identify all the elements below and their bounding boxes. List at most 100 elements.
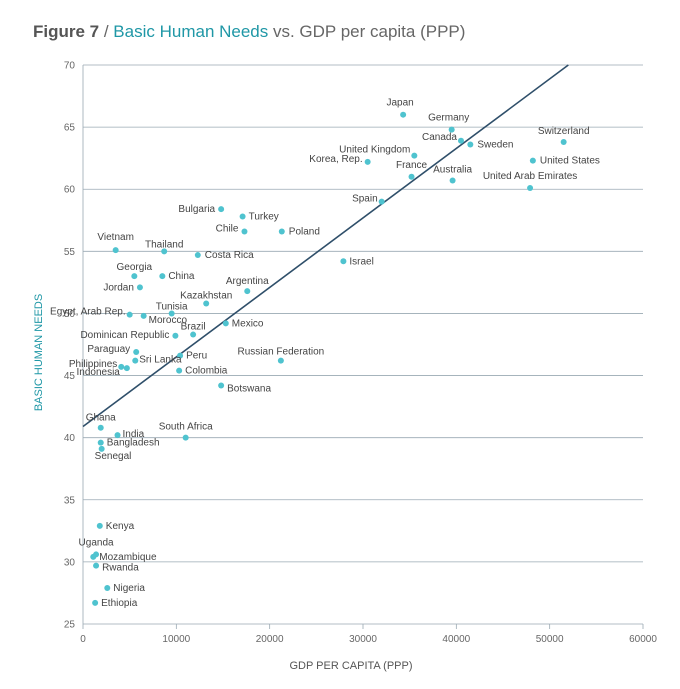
data-point-label: Vietnam <box>97 232 134 243</box>
data-point-label: Bulgaria <box>178 204 215 215</box>
data-point-label: Jordan <box>103 282 134 293</box>
y-tick-label: 35 <box>64 495 76 506</box>
data-point-label: Argentina <box>226 276 269 287</box>
data-point-label: China <box>168 271 195 282</box>
y-tick-label: 50 <box>64 309 76 320</box>
data-point <box>244 288 251 295</box>
data-point-label: Kazakhstan <box>180 291 232 302</box>
data-point <box>364 158 371 165</box>
data-point <box>340 258 347 265</box>
data-point <box>527 184 534 191</box>
data-point-label: Poland <box>289 226 320 237</box>
data-point <box>131 273 138 280</box>
data-point <box>123 365 130 372</box>
data-point-label: Russian Federation <box>238 347 325 358</box>
data-point-label: Chile <box>216 223 239 234</box>
data-point-label: Tunisia <box>156 301 188 312</box>
data-point <box>96 522 103 529</box>
x-tick-label: 60000 <box>629 634 657 645</box>
data-point <box>400 111 407 118</box>
data-point <box>133 348 140 355</box>
y-tick-label: 70 <box>64 61 76 72</box>
data-point-label: Turkey <box>249 212 279 223</box>
data-point <box>114 432 121 439</box>
data-point-label: Peru <box>186 351 207 362</box>
data-point <box>408 173 415 180</box>
data-point-label: Egypt, Arab Rep. <box>50 307 126 318</box>
data-point-label: Kenya <box>106 521 135 532</box>
data-point <box>448 126 455 133</box>
data-point <box>112 247 119 254</box>
data-point-label: Colombia <box>185 366 228 377</box>
x-tick-label: 20000 <box>256 634 284 645</box>
x-tick-label: 30000 <box>349 634 377 645</box>
title-rest: vs. GDP per capita (PPP) <box>268 22 466 41</box>
axis-ticks: 25 30 35 40 45 50 55 60 65 70 0 10000 20000 30000 4000… <box>64 61 657 646</box>
title-separator: / <box>99 22 114 41</box>
data-point <box>411 152 418 159</box>
data-point <box>98 445 105 452</box>
data-point <box>182 434 189 441</box>
data-point-label: Dominican Republic <box>80 330 169 341</box>
data-point <box>241 228 248 235</box>
data-point <box>159 273 166 280</box>
data-point-label: India <box>123 429 145 440</box>
x-tick-label: 50000 <box>536 634 564 645</box>
y-tick-label: 55 <box>64 247 76 258</box>
data-point <box>177 352 184 359</box>
data-point-label: South Africa <box>159 422 213 433</box>
data-point-label: Senegal <box>95 451 132 462</box>
data-point-label: Spain <box>352 194 378 205</box>
y-tick-label: 25 <box>64 620 76 631</box>
data-point <box>161 248 168 255</box>
data-point <box>277 357 284 364</box>
data-point <box>132 357 139 364</box>
data-point-label: United Arab Emirates <box>483 171 578 182</box>
data-point <box>97 439 104 446</box>
y-tick-label: 30 <box>64 557 76 568</box>
data-point-label: Nigeria <box>113 583 145 594</box>
data-point-label: Brazil <box>181 322 206 333</box>
x-tick-label: 40000 <box>442 634 470 645</box>
figure-title: Figure 7 / Basic Human Needs vs. GDP per… <box>33 22 465 42</box>
data-point-label: Japan <box>387 98 414 109</box>
data-point <box>92 599 99 606</box>
data-point <box>458 137 464 144</box>
data-point-label: Philippines <box>69 359 117 370</box>
data-point <box>190 331 197 338</box>
x-tick-label: 0 <box>80 634 86 645</box>
y-tick-label: 65 <box>64 123 76 134</box>
data-point-label: Paraguay <box>87 344 130 355</box>
data-point-label: Sri Lanka <box>139 355 182 366</box>
trend-line <box>82 64 569 428</box>
data-point <box>222 320 229 327</box>
data-point-label: France <box>396 160 428 171</box>
data-point-label: Israel <box>349 256 373 267</box>
data-point-label: Canada <box>422 132 457 143</box>
data-point-label: Indonesia <box>76 367 120 378</box>
data-point <box>172 332 179 339</box>
data-point <box>90 553 97 560</box>
data-point-label: Bangladesh <box>107 438 160 449</box>
data-point <box>136 284 143 291</box>
data-point-label: Thailand <box>145 239 183 250</box>
data-point-label: Rwanda <box>102 563 139 574</box>
data-point <box>449 177 456 184</box>
data-point <box>168 310 175 317</box>
title-main: Basic Human Needs <box>113 22 269 41</box>
data-point <box>118 363 125 370</box>
data-point-label: Botswana <box>227 383 271 394</box>
data-point <box>93 562 100 569</box>
data-point-label: United States <box>540 156 600 167</box>
data-point <box>529 157 536 164</box>
y-tick-label: 45 <box>64 371 76 382</box>
data-point-label: Korea, Rep. <box>309 154 362 165</box>
x-tick-label: 10000 <box>162 634 190 645</box>
data-points: Japan Germany Switzerland Canada Sweden Unite… <box>50 98 600 609</box>
data-point <box>176 367 183 374</box>
data-point <box>467 141 474 148</box>
x-axis-label: GDP PER CAPITA (PPP) <box>289 660 412 672</box>
y-tick-label: 60 <box>64 185 76 196</box>
data-point <box>194 252 201 259</box>
